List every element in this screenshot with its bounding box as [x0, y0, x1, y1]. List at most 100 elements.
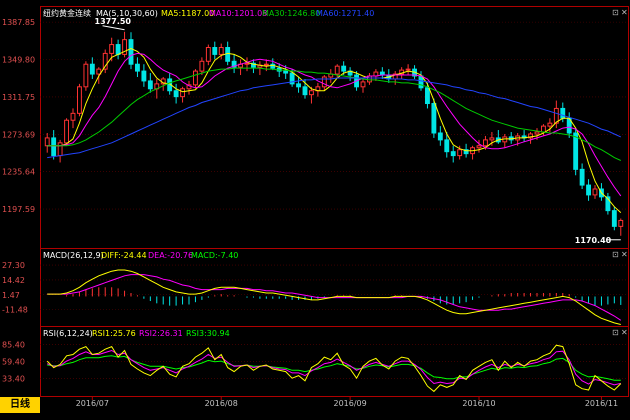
candle — [199, 57, 205, 76]
macd-legend-params: MACD(26,12,9) — [43, 251, 104, 260]
candle — [57, 139, 63, 163]
candle — [392, 71, 398, 85]
price-legend-title: 纽约黄金连续 — [43, 8, 91, 18]
candle-body — [231, 60, 237, 68]
legend-ma60: MA60:1271.40 — [316, 9, 374, 18]
rsi2-line — [47, 349, 621, 386]
candle — [618, 218, 624, 236]
candle-body — [193, 70, 198, 86]
candle — [528, 132, 533, 144]
rsi-panel-restore-icon[interactable]: ⊡ — [612, 328, 619, 337]
rsi-panel-close-icon[interactable]: ✕ — [621, 328, 628, 337]
panel-frames — [40, 6, 629, 397]
candle — [309, 86, 314, 104]
candle — [244, 57, 250, 72]
candle-body — [586, 184, 591, 196]
candle — [586, 179, 591, 201]
candle-body — [592, 188, 598, 196]
candle-body — [334, 65, 340, 75]
x-axis-label: 2016/07 — [76, 399, 109, 408]
candle — [270, 58, 276, 71]
candle-body — [309, 90, 314, 96]
ma30-line — [47, 67, 622, 161]
candle-body — [547, 122, 553, 127]
candle-body — [51, 137, 57, 157]
x-axis-label: 2016/09 — [333, 399, 366, 408]
macd-y-tick-label: 1.47 — [2, 291, 20, 300]
candle-body — [489, 137, 495, 141]
candle-body — [135, 63, 140, 72]
price-legend-params: MA(5,10,30,60) — [96, 9, 158, 18]
candle-body — [102, 52, 108, 70]
candle — [205, 44, 211, 66]
candle — [141, 64, 147, 87]
candle-body — [77, 86, 82, 114]
candle — [611, 206, 617, 231]
candle-body — [225, 47, 231, 62]
candle — [83, 61, 89, 91]
candle — [122, 31, 127, 58]
candle-body — [476, 145, 482, 149]
macd-panel-restore-icon[interactable]: ⊡ — [612, 250, 619, 259]
candle — [566, 112, 572, 138]
candle — [444, 132, 450, 158]
price-y-tick-label: 1273.69 — [2, 130, 35, 139]
candle-body — [611, 210, 617, 227]
candle-body — [289, 72, 295, 85]
candle — [495, 130, 501, 144]
low-annotation: 1170.40 — [575, 236, 621, 245]
legend-ma30: MA30:1246.80 — [262, 9, 320, 18]
rsi-legend-params: RSI(6,12,24) — [43, 329, 93, 338]
macd-panel-close-icon[interactable]: ✕ — [621, 250, 628, 259]
candle — [437, 126, 443, 146]
candle — [405, 64, 411, 76]
candle — [502, 133, 508, 148]
y-axis-ticks: 1387.85 1349.80 1311.75 1273.69 1235.64 1197.… — [2, 18, 35, 383]
rsi-y-tick-label: 33.40 — [2, 375, 25, 384]
candle-body — [534, 131, 540, 135]
legend-rsi3: RSI3:30.94 — [186, 329, 230, 338]
x-axis-labels: 2016/07 2016/08 2016/09 2016/10 2016/11 — [76, 397, 618, 408]
legend-macd: MACD:-7.40 — [191, 251, 238, 260]
candle-body — [418, 75, 424, 89]
price-y-tick-label: 1311.75 — [2, 93, 35, 102]
candle-body — [457, 149, 463, 157]
price-panel-restore-icon[interactable]: ⊡ — [612, 8, 619, 17]
macd-series — [47, 269, 622, 325]
candle-body — [528, 133, 533, 139]
candle — [218, 43, 224, 60]
daily-period-tab[interactable]: 日线 — [0, 397, 40, 413]
candle — [128, 32, 134, 70]
candle-body — [463, 149, 469, 155]
candle-body — [431, 103, 437, 134]
legend-ma10: MA10:1201.08 — [209, 9, 267, 18]
candle — [173, 83, 179, 104]
price-panel-close-icon[interactable]: ✕ — [621, 8, 628, 17]
candle — [457, 145, 463, 160]
candle-body — [573, 132, 579, 170]
candle-body — [244, 62, 250, 65]
candle-body — [444, 139, 450, 153]
x-axis-label: 2016/08 — [205, 399, 238, 408]
candle-body — [205, 47, 211, 62]
candle — [160, 76, 166, 91]
candle-body — [89, 63, 95, 75]
x-axis-label: 2016/11 — [585, 399, 618, 408]
panel-controls: ⊡ ✕ ⊡ ✕ ⊡ ✕ — [612, 8, 628, 337]
candle — [379, 67, 385, 79]
high-annotation-label: 1377.50 — [95, 17, 132, 26]
candle-body — [541, 125, 546, 133]
candle-body — [212, 47, 218, 55]
rsi-y-tick-label: 85.40 — [2, 340, 25, 349]
candle — [135, 57, 140, 77]
price-legend: 纽约黄金连续 MA(5,10,30,60) MA5:1187.00 MA10:1… — [43, 8, 374, 18]
candle-body — [128, 39, 134, 65]
macd-y-tick-label: 14.42 — [2, 276, 25, 285]
candle — [102, 49, 108, 74]
candle — [373, 69, 379, 81]
price-y-tick-label: 1235.64 — [2, 168, 35, 177]
rsi-legend: RSI(6,12,24) RSI1:25.76 RSI2:26.31 RSI3:… — [43, 329, 230, 338]
candle — [386, 69, 392, 83]
candle-body — [251, 62, 256, 68]
